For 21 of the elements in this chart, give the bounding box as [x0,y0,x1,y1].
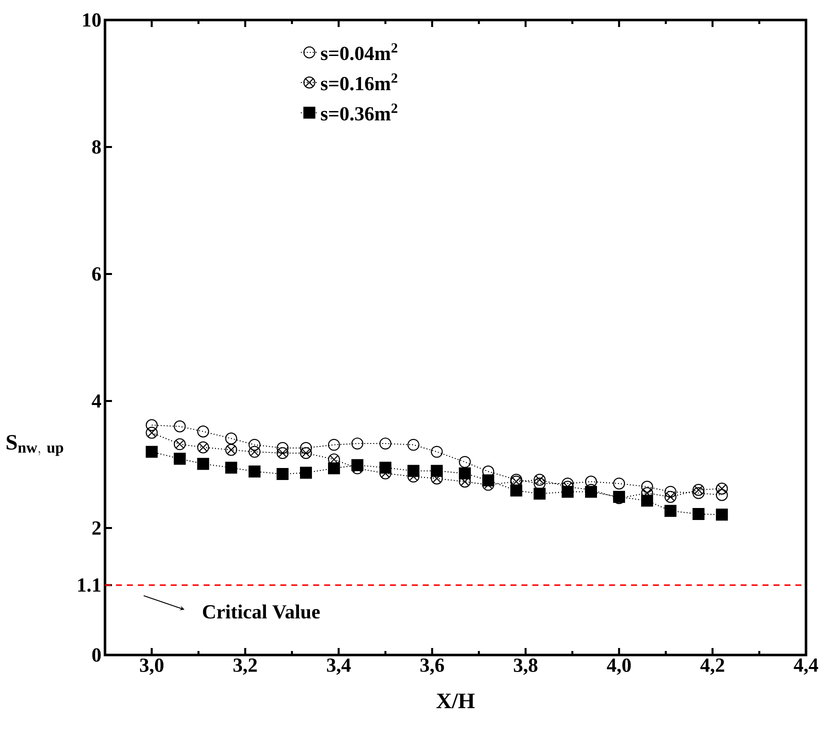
legend-label: s=0.36m$^{2}$ [320,104,398,121]
x-tick-label: 3,8 [514,658,538,675]
y-axis-title: $\mathbf{S}_{\mathbf{nw,\ up}}$ [6,435,64,456]
y-tick-label: 1.1 [78,578,100,592]
y-tick-label: 0 [92,648,101,662]
legend-label: s=0.04m$^{2}$ [320,43,398,60]
x-tick-label: 3,6 [420,658,444,675]
y-tick-label: 4 [92,394,102,408]
annotation: Critical Value [202,604,320,619]
x-tick-label: 4,0 [606,658,631,675]
x-tick-label: 4,4 [794,658,818,675]
legend-label: s=0.16m$^{2}$ [320,73,398,90]
y-tick-label: 6 [92,267,101,281]
x-tick-label: 3,0 [140,658,164,675]
x-axis-title: X/H [436,694,475,708]
x-tick-label: 3,4 [326,658,351,675]
x-tick-label: 3,2 [234,658,257,675]
y-tick-label: 2 [92,521,101,535]
x-tick-label: 4,2 [700,658,724,675]
y-tick-label: 8 [92,140,101,154]
y-tick-label: 10 [83,13,101,27]
